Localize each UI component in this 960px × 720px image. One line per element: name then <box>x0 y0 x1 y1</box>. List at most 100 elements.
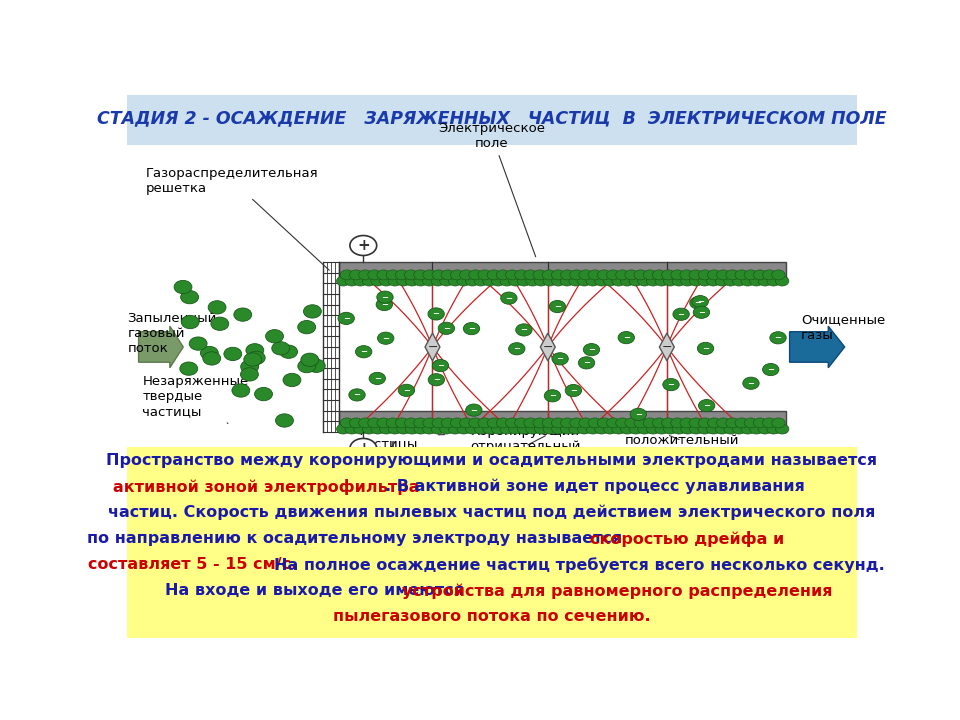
Text: −: − <box>588 345 595 354</box>
Polygon shape <box>540 333 555 361</box>
Text: −: − <box>698 307 705 317</box>
Circle shape <box>717 418 730 428</box>
Circle shape <box>404 270 418 280</box>
Circle shape <box>672 276 685 286</box>
Circle shape <box>248 351 265 364</box>
Circle shape <box>569 270 583 280</box>
Circle shape <box>551 418 564 428</box>
Circle shape <box>422 270 436 280</box>
Circle shape <box>442 418 455 428</box>
Circle shape <box>762 364 779 376</box>
Circle shape <box>450 418 464 428</box>
Circle shape <box>587 424 599 434</box>
Circle shape <box>232 384 250 397</box>
Circle shape <box>655 424 668 434</box>
Circle shape <box>646 424 660 434</box>
Circle shape <box>189 337 207 350</box>
Circle shape <box>663 424 677 434</box>
Circle shape <box>180 290 199 304</box>
Text: −: − <box>433 310 440 318</box>
Text: −: − <box>520 325 527 334</box>
Circle shape <box>561 418 574 428</box>
Circle shape <box>612 276 625 286</box>
Circle shape <box>551 270 564 280</box>
Circle shape <box>474 424 488 434</box>
Circle shape <box>337 276 349 286</box>
Text: −: − <box>557 354 564 364</box>
Circle shape <box>693 306 709 318</box>
Text: −: − <box>360 347 367 356</box>
Circle shape <box>396 418 409 428</box>
Text: частиц. Скорость движения пылевых частиц под действием электрического поля: частиц. Скорость движения пылевых частиц… <box>108 505 876 521</box>
Text: На полное осаждение частиц требуется всего несколько секунд.: На полное осаждение частиц требуется все… <box>275 557 885 572</box>
Circle shape <box>496 270 510 280</box>
Text: −: − <box>433 375 440 384</box>
Circle shape <box>637 276 651 286</box>
Circle shape <box>241 360 258 374</box>
Circle shape <box>474 276 488 286</box>
Circle shape <box>526 276 540 286</box>
Circle shape <box>440 276 453 286</box>
Circle shape <box>398 384 415 397</box>
Circle shape <box>376 291 394 303</box>
Circle shape <box>698 424 711 434</box>
Circle shape <box>174 280 192 294</box>
Circle shape <box>349 270 363 280</box>
Circle shape <box>569 276 583 286</box>
Circle shape <box>741 424 755 434</box>
Circle shape <box>524 418 538 428</box>
Text: −: − <box>381 292 389 302</box>
Circle shape <box>634 418 647 428</box>
Text: −: − <box>343 314 349 323</box>
Circle shape <box>460 270 473 280</box>
Circle shape <box>432 270 445 280</box>
Circle shape <box>345 276 358 286</box>
Circle shape <box>643 418 657 428</box>
Circle shape <box>254 387 273 401</box>
Circle shape <box>396 270 409 280</box>
Circle shape <box>561 276 574 286</box>
Text: −: − <box>403 386 410 395</box>
Text: −: − <box>514 344 520 354</box>
Circle shape <box>201 346 218 360</box>
Text: −: − <box>570 386 577 395</box>
Circle shape <box>672 424 685 434</box>
Circle shape <box>492 276 505 286</box>
Circle shape <box>715 276 729 286</box>
Text: Электрическое
поле: Электрическое поле <box>439 122 545 257</box>
Circle shape <box>770 332 786 344</box>
Text: −: − <box>661 341 672 354</box>
Circle shape <box>414 270 427 280</box>
Circle shape <box>353 424 367 434</box>
Circle shape <box>662 379 679 391</box>
Text: Газораспределительная
решетка: Газораспределительная решетка <box>146 166 329 270</box>
Circle shape <box>767 424 780 434</box>
Circle shape <box>422 418 436 428</box>
Circle shape <box>509 343 525 355</box>
Circle shape <box>552 276 565 286</box>
Circle shape <box>615 418 629 428</box>
Circle shape <box>422 276 436 286</box>
Circle shape <box>579 270 592 280</box>
Circle shape <box>758 276 772 286</box>
Circle shape <box>515 418 528 428</box>
Text: −: − <box>697 297 704 306</box>
Text: −: − <box>505 294 513 302</box>
Circle shape <box>208 301 226 314</box>
Circle shape <box>717 270 730 280</box>
Circle shape <box>578 424 591 434</box>
Circle shape <box>772 270 785 280</box>
Circle shape <box>578 356 594 369</box>
Circle shape <box>500 276 514 286</box>
Circle shape <box>544 390 561 402</box>
Circle shape <box>698 270 711 280</box>
Circle shape <box>376 298 393 310</box>
Circle shape <box>533 418 546 428</box>
Text: Запыленный
газовый
поток: Запыленный газовый поток <box>128 312 217 355</box>
Circle shape <box>637 424 651 434</box>
Circle shape <box>681 424 694 434</box>
Circle shape <box>516 324 532 336</box>
Circle shape <box>500 424 514 434</box>
Circle shape <box>708 418 721 428</box>
Circle shape <box>561 270 574 280</box>
